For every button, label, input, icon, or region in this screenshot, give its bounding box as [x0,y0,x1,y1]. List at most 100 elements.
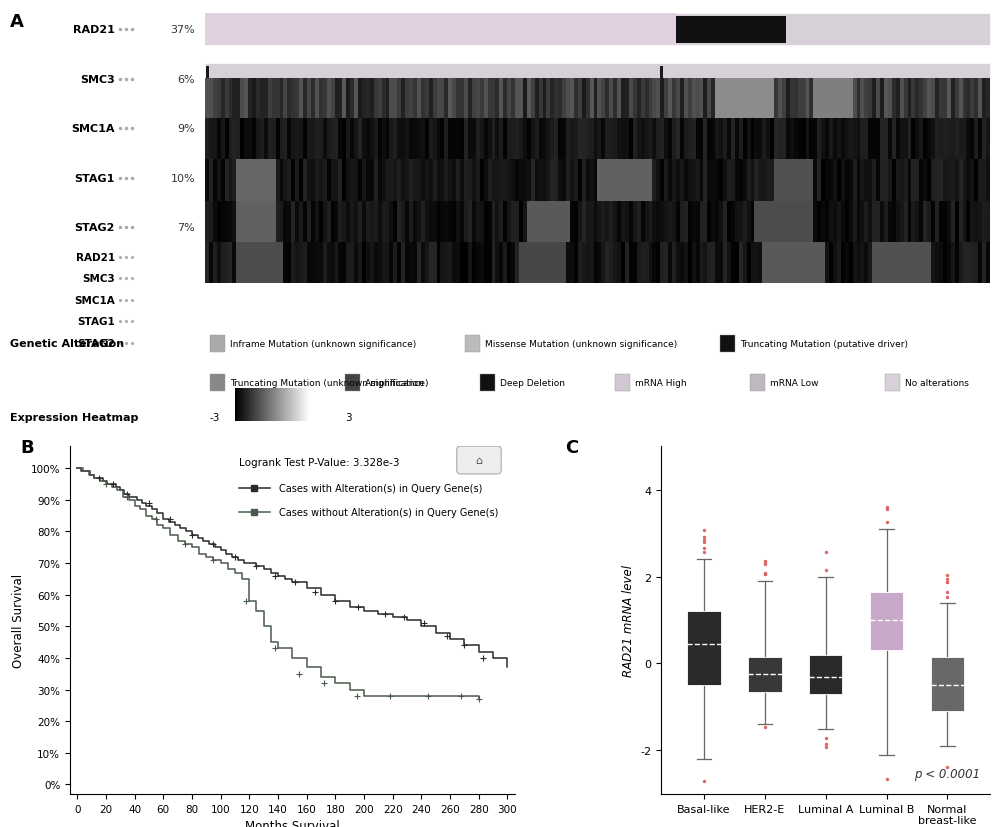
Point [939,569,955,582]
Bar [660,67,663,93]
Text: mRNA High: mRNA High [635,378,687,387]
Bar [750,374,765,391]
Point [939,572,955,586]
Text: C: C [565,438,578,457]
Point [757,568,773,581]
Text: Cases with Alteration(s) in Query Gene(s): Cases with Alteration(s) in Query Gene(s… [279,483,482,493]
Bar [503,215,505,241]
Point [818,731,834,744]
Text: Cases without Alteration(s) in Query Gene(s): Cases without Alteration(s) in Query Gen… [279,508,498,518]
Bar [615,374,630,391]
Point [939,586,955,599]
Bar [720,336,735,352]
Point [696,531,712,544]
Point [696,546,712,559]
Point [939,576,955,590]
Bar [770,165,784,192]
Text: RAD21: RAD21 [76,252,115,263]
Point [879,502,895,515]
Text: 3: 3 [345,412,352,422]
Bar [645,116,648,142]
Bar [210,336,225,352]
Text: ⌂: ⌂ [475,456,483,466]
Bar [739,215,741,241]
Point [696,775,712,788]
Point [757,557,773,570]
Bar [205,14,676,46]
Point [939,576,955,589]
Point [818,564,834,577]
Bar [345,374,360,391]
Text: 6%: 6% [177,74,195,84]
Text: mRNA Low: mRNA Low [770,378,819,387]
Y-axis label: Overall Survival: Overall Survival [12,573,25,667]
Bar [210,374,225,391]
Point [879,772,895,786]
Bar [687,612,721,686]
Point [818,546,834,559]
Bar [503,165,506,191]
Bar [870,592,903,651]
Point [757,554,773,567]
Text: 9%: 9% [177,124,195,134]
Text: SMC3: SMC3 [80,74,115,84]
Point [879,500,895,514]
Bar [205,162,990,194]
Bar [206,116,209,142]
Bar [885,374,900,391]
Bar [465,336,480,352]
Bar [205,64,990,96]
Text: Genetic Alteration: Genetic Alteration [10,339,124,349]
Bar [206,67,209,93]
Text: A: A [10,13,24,31]
Text: Truncating Mutation (unknown significance): Truncating Mutation (unknown significanc… [230,378,429,387]
Text: Deep Deletion: Deep Deletion [500,378,565,387]
Point [696,524,712,538]
Bar [872,215,874,241]
Bar [205,112,990,146]
Bar [207,165,210,191]
Text: Amplification: Amplification [365,378,425,387]
Text: Missense Mutation (unknown significance): Missense Mutation (unknown significance) [485,340,678,348]
Text: SMC1A: SMC1A [72,124,115,134]
Text: -3: -3 [210,412,220,422]
Point [696,542,712,555]
Text: 37%: 37% [170,25,195,35]
Point [757,566,773,580]
Text: 7%: 7% [177,223,195,233]
Text: Truncating Mutation (putative driver): Truncating Mutation (putative driver) [740,340,908,348]
Text: SMC3: SMC3 [82,274,115,284]
Text: STAG1: STAG1 [75,174,115,184]
Point [818,741,834,754]
Text: 10%: 10% [170,174,195,184]
Point [696,535,712,548]
Point [879,516,895,529]
Text: p < 0.0001: p < 0.0001 [914,767,980,780]
Bar [809,655,842,694]
Point [939,590,955,604]
Bar [219,165,222,191]
Text: Inframe Mutation (unknown significance): Inframe Mutation (unknown significance) [230,340,417,348]
Bar [817,215,819,241]
Bar [676,17,786,44]
Text: No alterations: No alterations [905,378,969,387]
Y-axis label: RAD21 mRNA level: RAD21 mRNA level [622,564,635,676]
Bar [748,657,782,692]
Point [939,761,955,774]
Bar [205,212,990,244]
Text: STAG2: STAG2 [77,338,115,349]
FancyBboxPatch shape [457,447,501,475]
Text: STAG1: STAG1 [77,317,115,327]
Bar [919,215,921,241]
Point [818,738,834,751]
Text: B: B [20,438,34,457]
Bar [931,657,964,711]
Text: Expression Heatmap: Expression Heatmap [10,412,138,422]
Text: RAD21: RAD21 [73,25,115,35]
Point [696,534,712,547]
Bar [205,14,990,46]
Text: STAG2: STAG2 [75,223,115,233]
Point [757,567,773,581]
Text: Logrank Test P-Value: 3.328e-3: Logrank Test P-Value: 3.328e-3 [239,457,399,467]
Point [757,557,773,571]
